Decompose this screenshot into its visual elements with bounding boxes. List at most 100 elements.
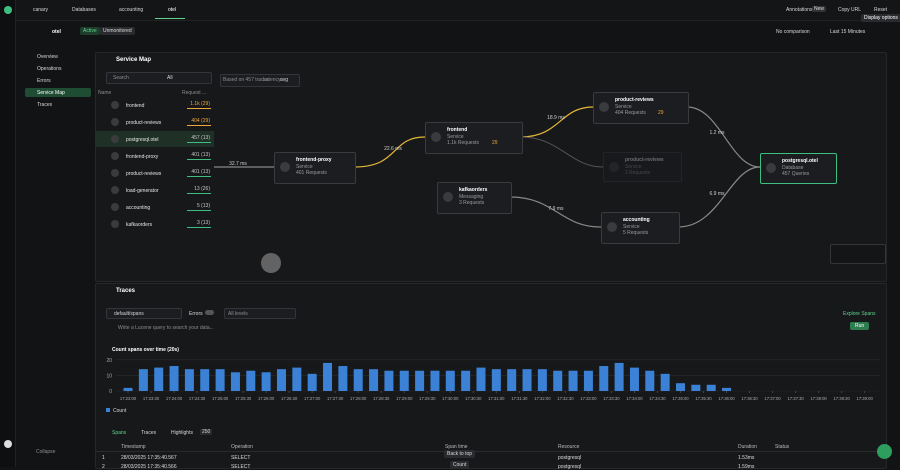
comparison[interactable]: No comparison <box>776 29 810 35</box>
x-tick-label: 17:26:00 <box>258 396 275 401</box>
service-requests: 404 (29) <box>191 118 210 124</box>
column-header[interactable]: Resource <box>558 444 580 450</box>
service-name[interactable]: product-reviews <box>126 171 162 177</box>
source[interactable]: default/spans <box>114 311 144 317</box>
bar <box>338 366 348 391</box>
query-input[interactable]: Write a Lucene query to search your data… <box>118 325 214 331</box>
latency-mode[interactable]: avg <box>280 77 289 83</box>
search-box[interactable] <box>106 72 212 84</box>
request-bar <box>187 193 211 194</box>
service-icon <box>111 101 119 109</box>
edge <box>686 106 761 168</box>
service-requests: 1.1k (29) <box>190 101 210 107</box>
x-tick-label: 17:33:30 <box>603 396 620 401</box>
node-icon <box>609 162 619 172</box>
cell: SELECT <box>231 464 251 470</box>
node-stat: 2 Requests <box>625 170 651 176</box>
map-node[interactable]: postgresql.otel Database 457 Queries <box>760 153 837 184</box>
bar <box>369 369 379 391</box>
bar <box>706 384 716 391</box>
request-bar <box>187 210 211 211</box>
time-range[interactable]: Last 15 Minutes <box>830 29 866 35</box>
service-name[interactable]: load-generator <box>126 188 159 194</box>
service-name[interactable]: frontend-proxy <box>126 154 159 160</box>
column-header[interactable]: Duration <box>738 444 757 450</box>
x-tick-label: 17:38:00 <box>810 396 827 401</box>
errors-toggle[interactable] <box>205 310 214 315</box>
errors-label: Errors <box>189 311 203 317</box>
nav-item[interactable]: Traces <box>37 102 53 108</box>
column-header[interactable]: Timestamp <box>121 444 146 450</box>
tab[interactable]: accounting <box>119 7 144 13</box>
nav-item[interactable]: Operations <box>37 66 62 72</box>
service-icon <box>111 118 119 126</box>
service-requests: 401 (13) <box>191 169 210 175</box>
node-name: frontend <box>447 127 468 133</box>
service-name[interactable]: postgresql.otel <box>126 137 159 143</box>
col-name: Name <box>98 90 112 96</box>
map-node[interactable]: frontend-proxy Service 401 Requests <box>274 152 356 184</box>
explore[interactable]: Explore Spans <box>843 311 876 317</box>
map-node[interactable]: product-reviews Service 2 Requests <box>603 152 682 182</box>
tab[interactable]: canary <box>33 7 49 13</box>
column-header[interactable]: Status <box>775 444 790 450</box>
service-name[interactable]: accounting <box>126 205 151 211</box>
results-tab[interactable]: Spans <box>112 430 127 436</box>
x-tick-label: 17:25:00 <box>212 396 229 401</box>
node-name: accounting <box>623 217 650 223</box>
tooltip: Display options <box>861 14 900 22</box>
back-to-top[interactable]: Back to top <box>444 450 476 458</box>
node-name: frontend-proxy <box>296 157 332 163</box>
map-node[interactable]: product-reviews Service 404 Requests 29 <box>593 92 689 124</box>
collapse[interactable]: Collapse <box>36 449 56 455</box>
avatar[interactable] <box>4 440 12 448</box>
service-icon <box>111 135 119 143</box>
column-header[interactable]: Operation <box>231 444 253 450</box>
search[interactable]: Search <box>113 75 129 81</box>
x-tick-label: 17:31:30 <box>511 396 528 401</box>
bar <box>691 384 701 391</box>
annotations[interactable]: Annotations <box>786 7 813 13</box>
x-tick-label: 17:36:30 <box>741 396 758 401</box>
y-tick-label: 20 <box>106 358 112 364</box>
map-node[interactable]: frontend Service 1.1k Requests 29 <box>425 122 523 154</box>
service-name[interactable]: frontend <box>126 103 145 109</box>
bar <box>675 383 685 391</box>
help-button[interactable] <box>877 444 892 459</box>
x-tick-label: 17:36:00 <box>718 396 735 401</box>
run-button[interactable]: Run <box>850 322 870 330</box>
map-node[interactable]: kafkaorders Messaging 3 Requests <box>437 182 512 214</box>
copy-url[interactable]: Copy URL <box>838 7 862 13</box>
service-name[interactable]: kafkaorders <box>126 222 153 228</box>
column-header[interactable]: Span time <box>445 444 468 450</box>
x-tick-label: 17:27:00 <box>304 396 321 401</box>
nav-item[interactable]: Errors <box>37 78 51 84</box>
levels[interactable]: All levels <box>228 311 248 317</box>
levels-select[interactable] <box>224 308 296 319</box>
tab[interactable]: Databases <box>72 7 96 13</box>
bar <box>399 370 409 391</box>
nav-item[interactable]: Service Map <box>37 90 65 96</box>
x-tick-label: 17:23:30 <box>143 396 160 401</box>
bar <box>553 370 563 391</box>
x-tick-label: 17:24:30 <box>189 396 206 401</box>
x-tick-label: 17:34:00 <box>626 396 643 401</box>
nav-item[interactable]: Overview <box>37 54 58 60</box>
col-requests: Request ... <box>182 90 207 96</box>
x-tick-label: 17:28:00 <box>350 396 367 401</box>
reset[interactable]: Reset <box>874 7 888 13</box>
tab[interactable]: otel <box>168 7 177 13</box>
service-requests: 13 (26) <box>194 186 210 192</box>
bar <box>200 369 210 391</box>
source-select[interactable] <box>106 308 182 319</box>
results-tab[interactable]: Traces <box>141 430 157 436</box>
service-name[interactable]: product-reviews <box>126 120 162 126</box>
bar <box>246 370 256 391</box>
map-node[interactable]: accounting Service 5 Requests <box>601 212 680 244</box>
count-button[interactable]: Count <box>450 461 470 469</box>
filter[interactable]: All <box>167 75 173 81</box>
node-kind: Service <box>615 104 632 110</box>
count-badge: 250 <box>200 429 213 435</box>
node-name: kafkaorders <box>459 187 488 193</box>
results-tab[interactable]: Highlights <box>171 430 193 436</box>
